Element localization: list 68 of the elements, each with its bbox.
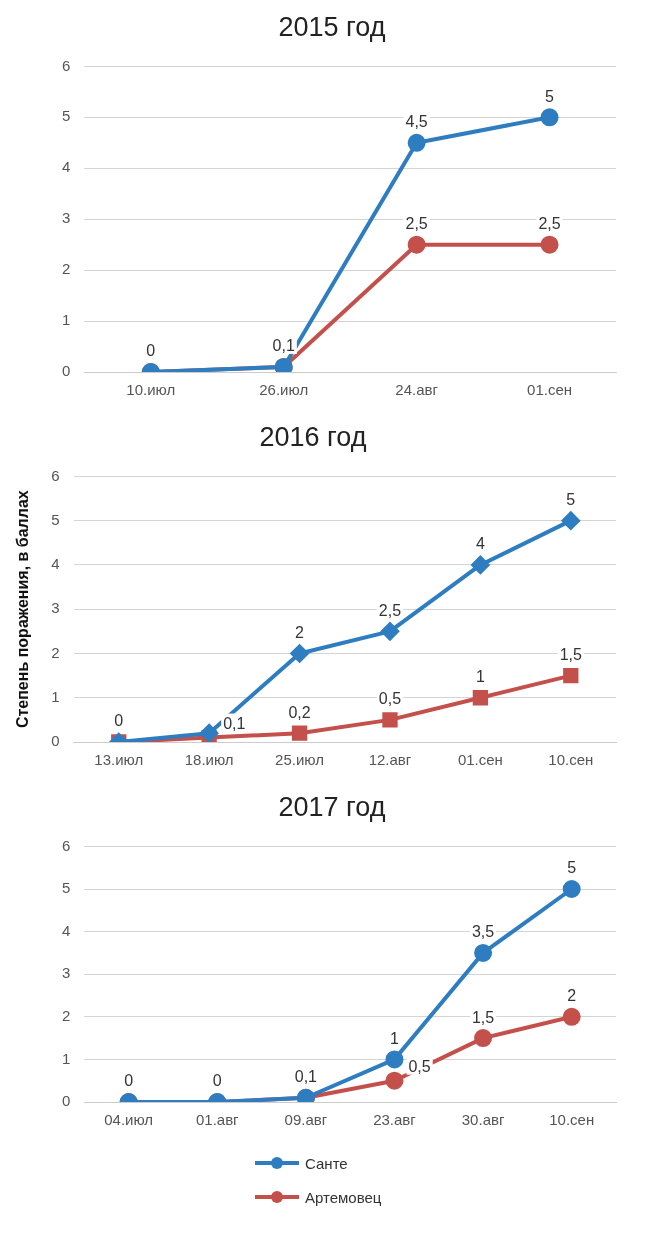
y-tick-label: 0 [62,1092,71,1110]
y-tick-label: 2 [62,260,71,278]
data-label: 0,2 [288,703,311,721]
x-tick-label: 13.июл [94,751,144,769]
y-tick-label: 1 [62,1049,71,1067]
data-label: 4 [475,535,485,553]
data-label: 1,5 [559,646,583,664]
x-tick-label: 01.сен [457,751,503,769]
x-tick-label: 09.авг [284,1111,328,1129]
y-tick-label: 4 [62,158,71,176]
data-label: 2 [295,623,305,641]
x-tick-label: 30.авг [461,1111,505,1129]
y-tick-label: 2 [62,1006,71,1024]
data-label: 0,1 [272,337,295,355]
data-label: 4,5 [405,113,428,131]
chart-title: 2016 год [259,421,367,452]
y-tick-label: 0 [51,732,60,750]
data-label: 1,5 [471,1008,495,1026]
data-label: 3,5 [471,923,495,941]
data-label: 0,5 [408,1058,431,1076]
chart-title: 2017 год [278,791,386,822]
y-tick-label: 1 [51,687,60,705]
y-tick-label: 0 [62,362,71,380]
x-tick-label: 23.авг [373,1111,417,1129]
data-label: 0,1 [294,1068,318,1086]
x-tick-label: 10.сен [548,751,594,769]
data-label: 0 [124,1072,134,1090]
chart-title: 2015 год [278,11,386,42]
y-tick-label: 3 [62,209,71,227]
y-tick-label: 1 [62,311,71,329]
y-tick-label: 5 [62,107,71,125]
x-tick-label: 04.июл [104,1111,154,1129]
data-label: 0,5 [378,690,402,708]
legend-label: Санте [305,1154,348,1172]
data-label: 5 [566,491,576,509]
data-label: 2,5 [378,601,402,619]
x-tick-label: 26.июл [259,381,309,399]
y-tick-label: 6 [51,466,60,484]
y-tick-label: 3 [62,964,71,982]
x-tick-label: 01.сен [527,381,573,399]
data-label: 1 [475,668,485,686]
y-axis-title: Степень поражения, в баллах [14,490,32,729]
y-tick-label: 4 [62,921,71,939]
x-tick-label: 01.авг [195,1111,240,1129]
data-label: 0 [146,342,156,360]
data-label: 0,1 [223,714,246,732]
data-label: 0 [212,1072,222,1090]
data-label: 2,5 [538,215,561,233]
x-tick-label: 10.сен [549,1111,595,1129]
data-label: 5 [567,859,577,877]
y-tick-label: 2 [51,643,60,661]
x-tick-label: 12.авг [368,751,412,769]
y-tick-label: 4 [51,555,60,573]
data-label: 2,5 [405,215,428,233]
x-tick-label: 24.авг [395,381,439,399]
data-label: 1 [390,1029,400,1047]
x-tick-label: 18.июл [184,751,234,769]
y-tick-label: 6 [62,56,71,74]
x-tick-label: 25.июл [275,751,325,769]
y-tick-label: 5 [62,879,71,897]
data-label: 2 [567,987,577,1005]
x-tick-label: 10.июл [126,381,176,399]
data-label: 0 [114,712,124,730]
y-tick-label: 5 [51,510,60,528]
y-tick-label: 6 [62,836,71,854]
legend-label: Артемовец [305,1188,382,1206]
y-tick-label: 3 [51,599,60,617]
data-label: 5 [545,87,555,105]
